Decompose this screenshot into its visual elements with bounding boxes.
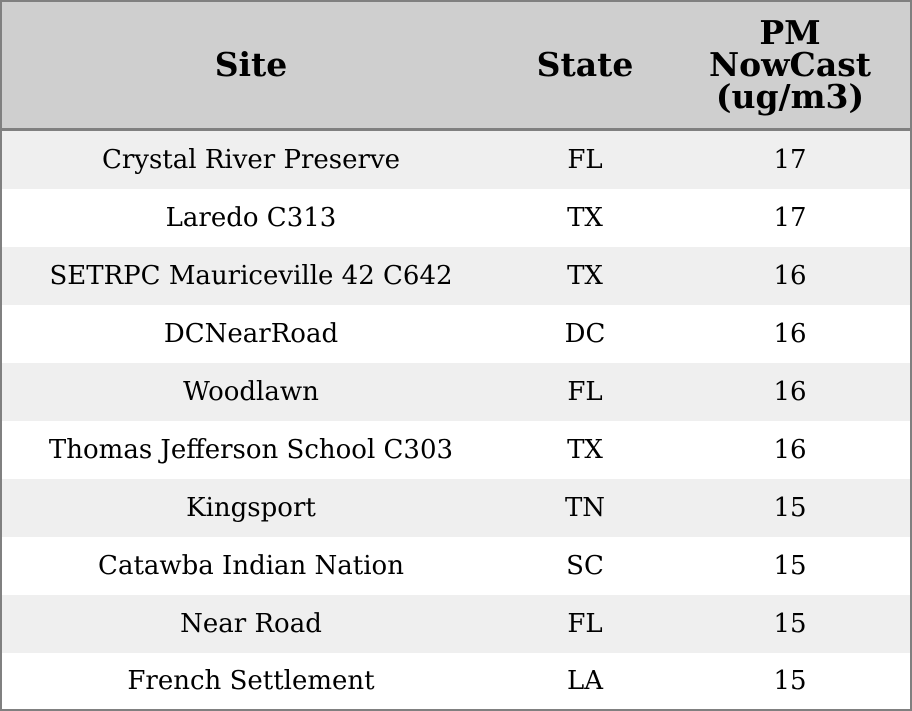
cell-state: TX (500, 421, 670, 479)
column-header-state: State (500, 2, 670, 131)
cell-pm: 15 (670, 537, 910, 595)
table-header: Site State PM NowCast (ug/m3) (2, 2, 910, 131)
pm-header-line-2: NowCast (708, 45, 872, 84)
cell-pm: 16 (670, 305, 910, 363)
cell-state: DC (500, 305, 670, 363)
cell-site: Catawba Indian Nation (2, 537, 500, 595)
pm-header-line-3: (ug/m3) (715, 77, 865, 116)
table-row: French Settlement LA 15 (2, 653, 910, 709)
table-row: Woodlawn FL 16 (2, 363, 910, 421)
cell-state: TN (500, 479, 670, 537)
table-row: Crystal River Preserve FL 17 (2, 129, 910, 189)
table-row: DCNearRoad DC 16 (2, 305, 910, 363)
cell-state: TX (500, 247, 670, 305)
table-body: Crystal River Preserve FL 17 Laredo C313… (2, 129, 910, 709)
table-row: Catawba Indian Nation SC 15 (2, 537, 910, 595)
cell-state: LA (500, 653, 670, 709)
table-row: Laredo C313 TX 17 (2, 189, 910, 247)
cell-site: Kingsport (2, 479, 500, 537)
cell-site: Woodlawn (2, 363, 500, 421)
column-header-pm-nowcast: PM NowCast (ug/m3) (670, 2, 910, 131)
cell-pm: 15 (670, 595, 910, 653)
cell-site: Crystal River Preserve (2, 129, 500, 189)
cell-state: SC (500, 537, 670, 595)
cell-pm: 16 (670, 247, 910, 305)
cell-pm: 16 (670, 363, 910, 421)
column-header-site: Site (2, 2, 500, 131)
cell-site: SETRPC Mauriceville 42 C642 (2, 247, 500, 305)
cell-state: FL (500, 129, 670, 189)
cell-site: Near Road (2, 595, 500, 653)
cell-pm: 15 (670, 653, 910, 709)
cell-state: FL (500, 363, 670, 421)
cell-pm: 17 (670, 129, 910, 189)
cell-site: DCNearRoad (2, 305, 500, 363)
table-row: Thomas Jefferson School C303 TX 16 (2, 421, 910, 479)
cell-site: Laredo C313 (2, 189, 500, 247)
cell-pm: 16 (670, 421, 910, 479)
cell-site: Thomas Jefferson School C303 (2, 421, 500, 479)
table-row: Kingsport TN 15 (2, 479, 910, 537)
table-row: SETRPC Mauriceville 42 C642 TX 16 (2, 247, 910, 305)
header-row: Site State PM NowCast (ug/m3) (2, 2, 910, 131)
pm-header-line-1: PM (759, 13, 821, 52)
cell-pm: 15 (670, 479, 910, 537)
cell-site: French Settlement (2, 653, 500, 709)
cell-pm: 17 (670, 189, 910, 247)
cell-state: TX (500, 189, 670, 247)
table-row: Near Road FL 15 (2, 595, 910, 653)
cell-state: FL (500, 595, 670, 653)
